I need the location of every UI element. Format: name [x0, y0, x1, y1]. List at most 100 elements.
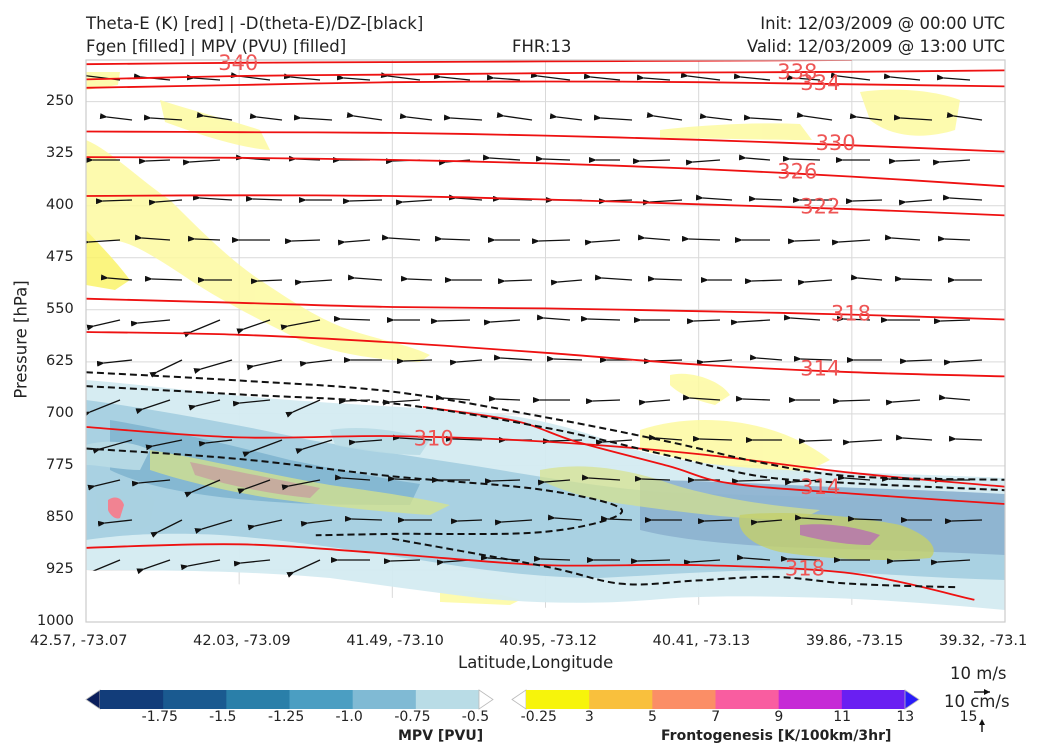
wind-vector-arrow	[245, 195, 283, 202]
wind-vector-arrow	[236, 319, 271, 335]
wind-vector-arrow	[387, 475, 421, 482]
wind-vector-arrow	[450, 518, 483, 525]
wind-vector-arrow	[946, 112, 983, 121]
wind-vector-arrow	[448, 194, 483, 201]
wind-vector-arrow	[634, 475, 671, 482]
mpv-colorbar-tick-label: -1.25	[268, 709, 305, 725]
theta-e-contour-label: 340	[218, 51, 258, 75]
wind-vector-arrow	[145, 439, 183, 451]
wind-vector-arrow	[344, 515, 383, 522]
mpv-colorbar-tick-label: -0.25	[520, 709, 557, 725]
wind-vector-arrow	[696, 359, 733, 366]
wind-vector-arrow	[884, 234, 921, 241]
wind-vector-arrow	[434, 235, 471, 242]
wind-vector-arrow	[443, 114, 483, 121]
wind-vector-arrow	[381, 234, 421, 241]
wind-vector-arrow	[184, 479, 221, 498]
wind-vector-arrow	[285, 399, 321, 418]
wind-vector-arrow	[433, 73, 471, 81]
wind-vector-arrow	[830, 72, 871, 81]
wind-vector-arrow	[494, 519, 533, 526]
wind-vector-arrow	[888, 158, 921, 165]
valid-time: Valid: 12/03/2009 @ 13:00 UTC	[746, 37, 1005, 56]
wind-vector-arrow	[542, 438, 583, 445]
wind-vector-arrow	[148, 199, 183, 206]
fgen-colorbar-tick-label: 5	[648, 709, 657, 725]
x-tick-label: 39.32, -73.1	[939, 633, 1028, 649]
wind-vector-arrow	[942, 194, 983, 201]
theta-e-contour-label: 326	[777, 160, 817, 184]
wind-vector-arrow	[334, 474, 371, 481]
x-tick-label: 40.41, -73.13	[652, 633, 751, 649]
y-tick-label: 1000	[37, 613, 74, 629]
wind-vector-arrow	[735, 395, 771, 402]
fgen-colorbar-tick-label: 13	[896, 709, 915, 725]
wind-vector-arrow	[383, 558, 421, 565]
wind-vector-arrow	[400, 275, 433, 282]
wind-vector-arrow	[382, 399, 421, 406]
wind-vector-arrow	[392, 434, 433, 441]
wind-vector-arrow	[86, 399, 121, 418]
wind-vector-arrow	[632, 158, 671, 165]
wind-vector-arrow	[936, 74, 971, 81]
theta-e-contour-label: 314	[800, 356, 840, 380]
wind-vector-arrow	[733, 73, 771, 81]
wind-vector-arrow	[797, 279, 833, 286]
wind-vector-arrow	[786, 74, 821, 81]
wind-vector-arrow	[697, 518, 733, 525]
wind-vector-arrow	[731, 478, 771, 485]
wind-vector-arrow	[482, 154, 521, 161]
wind-vector-arrow	[798, 438, 833, 445]
fgen-colorbar-tick-label: 7	[711, 709, 721, 725]
wind-vector-arrow	[232, 399, 271, 407]
wind-vector-arrow	[435, 394, 471, 401]
chart-title-line2: Fgen [filled] | MPV (PVU) [filled]	[86, 37, 347, 56]
wind-vector-arrow	[86, 559, 121, 578]
y-tick-label: 475	[46, 248, 74, 265]
vector-key-horizontal: 10 m/s	[950, 664, 1007, 683]
x-tick-label: 39.86, -73.15	[805, 633, 904, 649]
wind-vector-arrow	[686, 318, 721, 325]
wind-vector-arrow	[333, 315, 371, 322]
wind-vector-arrow	[583, 73, 621, 81]
wind-vector-arrow	[584, 239, 621, 246]
wind-vector-arrow	[937, 235, 971, 242]
mpv-colorbar-label: MPV [PVU]	[398, 728, 484, 744]
wind-vector-arrow	[837, 474, 871, 481]
theta-e-contour-line	[86, 426, 1005, 488]
wind-vector-arrow	[893, 114, 933, 121]
wind-vector-arrow	[130, 319, 171, 327]
fgen-colorbar-label: Frontogenesis [K/100km/3hr]	[661, 728, 892, 744]
x-tick-label: 40.95, -73.12	[499, 633, 597, 649]
wind-vector-arrow	[932, 159, 971, 166]
wind-vector-arrow	[484, 478, 521, 485]
wind-vector-arrow	[886, 558, 921, 565]
wind-vector-arrow	[899, 358, 933, 365]
wind-vector-arrow	[646, 112, 683, 121]
wind-vector-arrow	[483, 319, 521, 326]
fgen-colorbar-tick-label: 15	[959, 709, 978, 725]
theta-e-contour-label: 310	[414, 426, 454, 450]
wind-vector-arrow	[131, 479, 171, 487]
wind-vector-arrow	[488, 395, 521, 402]
wind-vector-arrow	[193, 359, 233, 374]
wind-vector-arrow	[100, 274, 133, 281]
theta-e-contour-label: 322	[800, 195, 840, 219]
wind-vector-arrow	[531, 238, 571, 245]
wind-vector-arrow	[787, 238, 821, 245]
y-tick-label: 925	[46, 560, 74, 577]
wind-vector-arrow	[86, 239, 121, 246]
mpv-colorbar-tick-label: -1.75	[141, 709, 178, 725]
wind-vector-arrow	[533, 555, 571, 562]
wind-vector-arrow	[143, 114, 183, 121]
init-time: Init: 12/03/2009 @ 00:00 UTC	[760, 14, 1005, 33]
wind-vector-arrow	[380, 72, 421, 81]
wind-vector-arrow	[682, 394, 721, 401]
wind-vector-arrow	[150, 519, 183, 538]
y-axis-label: Pressure [hPa]	[11, 280, 31, 399]
wind-vector-arrow	[395, 199, 433, 206]
wind-vector-arrow	[842, 439, 883, 446]
wind-vector-arrow	[547, 514, 583, 521]
wind-vector-arrow	[794, 514, 833, 521]
